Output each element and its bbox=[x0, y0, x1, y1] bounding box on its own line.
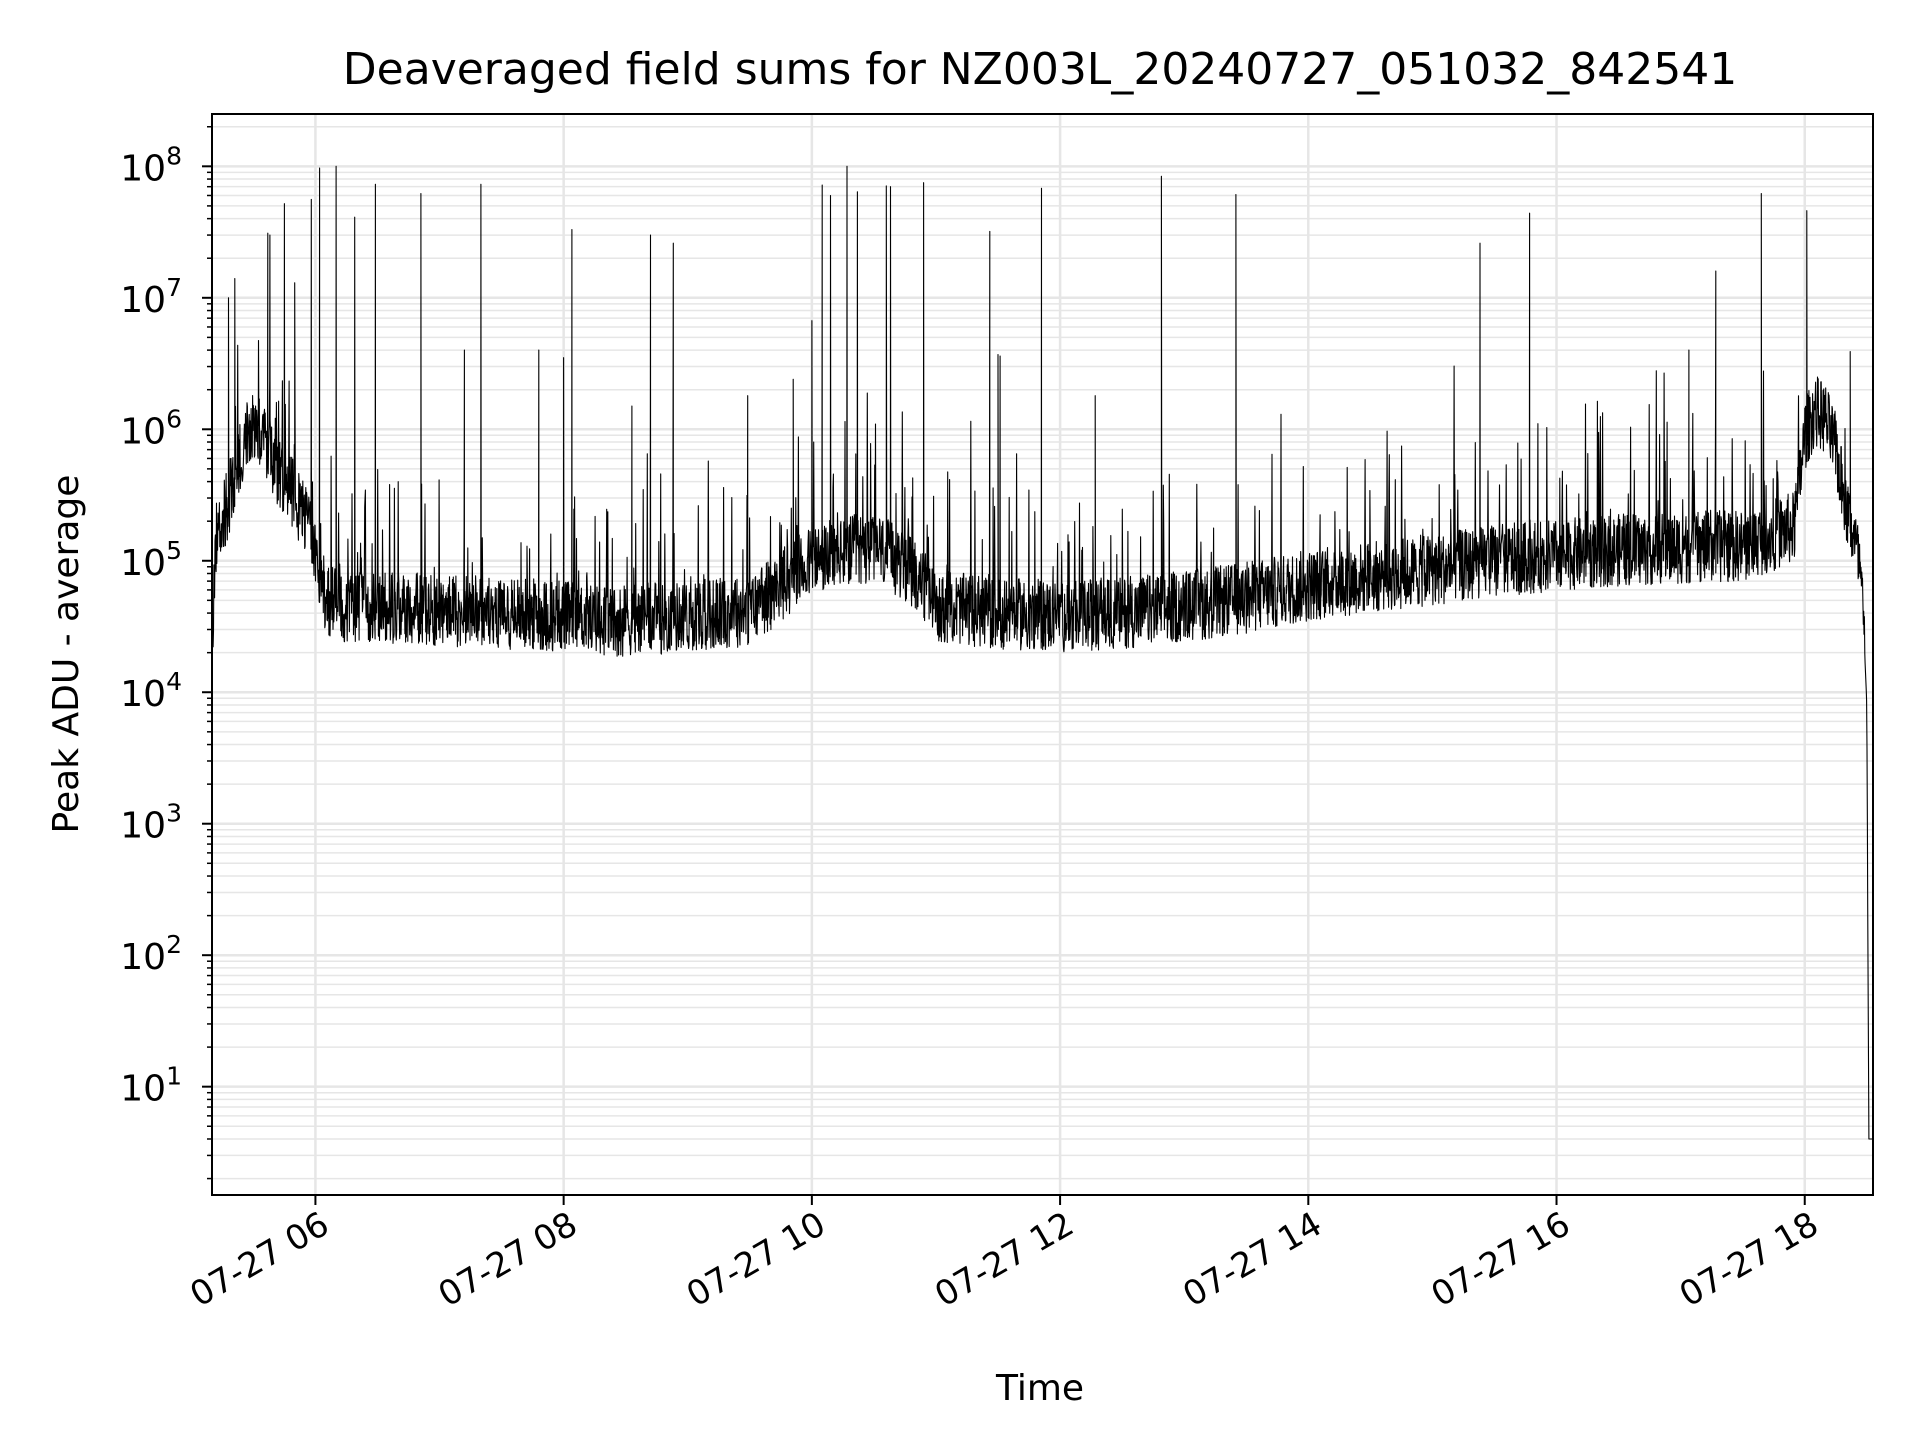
y-tick-label: 104 bbox=[120, 667, 182, 715]
series-line bbox=[211, 165, 1874, 1140]
y-tick-label: 108 bbox=[120, 141, 182, 189]
series bbox=[211, 165, 1874, 1140]
minor-grid bbox=[207, 125, 1873, 1180]
y-axis-label: Peak ADU - average bbox=[46, 475, 87, 834]
chart-title: Deaveraged field sums for NZ003L_2024072… bbox=[343, 44, 1737, 95]
y-tick-label: 106 bbox=[120, 404, 182, 452]
y-tick-label: 105 bbox=[120, 536, 182, 584]
y-tick-label: 102 bbox=[120, 930, 182, 978]
y-tick-label: 107 bbox=[120, 273, 182, 321]
y-tick-label: 101 bbox=[120, 1062, 182, 1110]
y-tick-label: 103 bbox=[120, 799, 182, 847]
plot-frame bbox=[211, 113, 1874, 1196]
y-axis: 101 102 103 104 105 106 107 108 bbox=[120, 141, 212, 1110]
x-axis-label: Time bbox=[995, 1368, 1084, 1409]
